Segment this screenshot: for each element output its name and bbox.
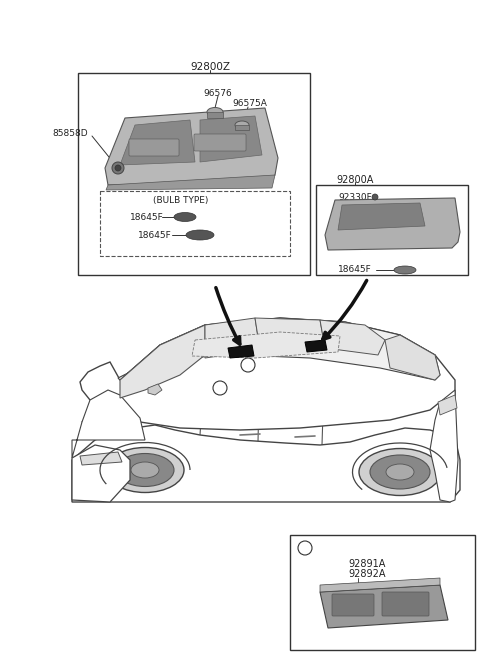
Text: 18645F: 18645F: [338, 266, 372, 274]
Polygon shape: [255, 318, 325, 350]
Ellipse shape: [394, 266, 416, 274]
Polygon shape: [385, 335, 440, 380]
Polygon shape: [80, 318, 455, 430]
Text: 18645F: 18645F: [138, 230, 172, 239]
Polygon shape: [105, 108, 278, 185]
Polygon shape: [430, 390, 458, 502]
Text: 92892A: 92892A: [348, 569, 385, 579]
FancyBboxPatch shape: [194, 134, 246, 151]
Polygon shape: [72, 390, 145, 458]
Polygon shape: [120, 325, 205, 398]
Ellipse shape: [370, 455, 430, 489]
Text: 96576: 96576: [204, 89, 232, 98]
Polygon shape: [148, 384, 162, 395]
Bar: [78, 73, 310, 275]
FancyBboxPatch shape: [382, 592, 429, 616]
Text: a: a: [217, 384, 222, 392]
Polygon shape: [80, 452, 122, 465]
Text: 85858D: 85858D: [52, 129, 88, 138]
Polygon shape: [72, 425, 460, 502]
Bar: [235, 125, 249, 130]
Bar: [316, 185, 468, 275]
Polygon shape: [320, 578, 440, 592]
Polygon shape: [120, 120, 195, 165]
Text: 92800A: 92800A: [336, 175, 374, 185]
Text: a: a: [302, 544, 307, 552]
FancyBboxPatch shape: [129, 139, 179, 156]
Polygon shape: [305, 340, 327, 352]
Text: 92800Z: 92800Z: [190, 62, 230, 72]
Polygon shape: [205, 318, 260, 358]
Ellipse shape: [186, 230, 214, 240]
Polygon shape: [320, 320, 385, 355]
Text: (BULB TYPE): (BULB TYPE): [153, 195, 208, 205]
Polygon shape: [320, 585, 448, 628]
Text: 92891A: 92891A: [348, 559, 385, 569]
Ellipse shape: [386, 464, 414, 480]
Ellipse shape: [235, 121, 249, 129]
Circle shape: [298, 541, 312, 555]
Circle shape: [213, 381, 227, 395]
Circle shape: [112, 162, 124, 174]
Text: 18645F: 18645F: [130, 213, 164, 222]
Polygon shape: [200, 116, 262, 162]
Polygon shape: [118, 318, 440, 380]
Ellipse shape: [131, 462, 159, 478]
Text: a: a: [246, 361, 251, 369]
Polygon shape: [72, 445, 130, 502]
Polygon shape: [325, 198, 460, 250]
Polygon shape: [228, 345, 254, 358]
Ellipse shape: [207, 108, 223, 117]
Ellipse shape: [174, 213, 196, 222]
Text: 96575A: 96575A: [233, 100, 267, 108]
Ellipse shape: [116, 453, 174, 487]
Circle shape: [115, 165, 121, 171]
Bar: [290, 535, 475, 650]
Polygon shape: [192, 332, 340, 358]
Polygon shape: [438, 395, 457, 415]
FancyBboxPatch shape: [332, 594, 374, 616]
Ellipse shape: [359, 449, 441, 495]
Circle shape: [241, 358, 255, 372]
Polygon shape: [106, 175, 275, 190]
Bar: [207, 112, 223, 118]
Polygon shape: [338, 203, 425, 230]
Bar: [100, 191, 290, 256]
Ellipse shape: [106, 447, 184, 493]
Text: 92330F: 92330F: [338, 194, 372, 203]
Circle shape: [372, 194, 378, 200]
